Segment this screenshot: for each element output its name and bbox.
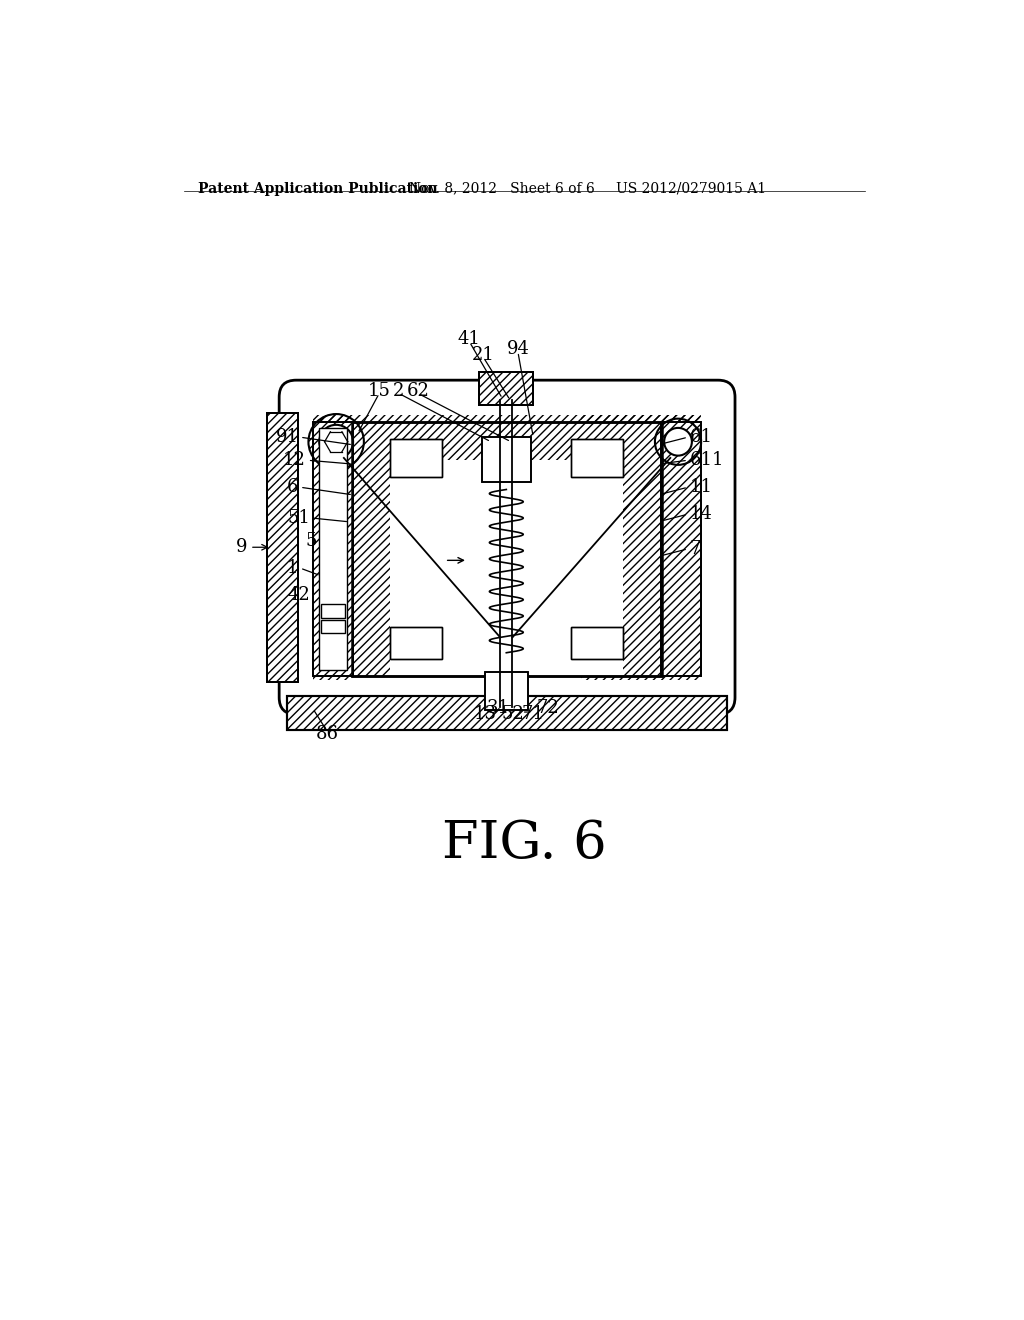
Bar <box>390 627 442 659</box>
Bar <box>390 438 442 478</box>
Text: Nov. 8, 2012   Sheet 6 of 6: Nov. 8, 2012 Sheet 6 of 6 <box>410 182 595 195</box>
Circle shape <box>665 428 692 455</box>
Bar <box>267 412 298 682</box>
Text: 61: 61 <box>689 428 713 446</box>
Text: 71: 71 <box>521 705 544 723</box>
Bar <box>662 422 701 676</box>
Bar <box>267 412 298 682</box>
Bar <box>313 414 701 462</box>
Text: Patent Application Publication: Patent Application Publication <box>199 182 438 195</box>
Text: 15: 15 <box>368 381 391 400</box>
Bar <box>571 627 624 659</box>
Bar <box>390 438 442 478</box>
Text: 31: 31 <box>486 700 509 717</box>
Text: 611: 611 <box>689 451 724 469</box>
Bar <box>351 422 662 676</box>
Bar <box>571 438 624 478</box>
Bar <box>481 437 531 482</box>
Text: 9: 9 <box>237 539 248 556</box>
Bar <box>390 627 442 659</box>
Bar <box>662 422 701 676</box>
Text: 5: 5 <box>305 532 316 550</box>
Bar <box>571 627 624 659</box>
Bar <box>390 627 442 659</box>
Bar <box>313 422 353 676</box>
Bar <box>287 696 727 730</box>
Bar <box>351 422 390 676</box>
Bar <box>624 422 662 676</box>
Text: 14: 14 <box>689 506 713 523</box>
Bar <box>581 414 700 681</box>
Bar <box>321 619 345 634</box>
Text: 11: 11 <box>689 478 713 496</box>
Bar <box>484 672 528 710</box>
Bar <box>390 438 442 478</box>
Bar <box>481 437 531 482</box>
Text: 94: 94 <box>507 341 529 358</box>
Bar <box>479 372 534 405</box>
Circle shape <box>319 425 353 459</box>
Bar <box>571 438 624 478</box>
Text: 86: 86 <box>316 726 339 743</box>
Text: 1: 1 <box>287 560 298 577</box>
Bar <box>571 627 624 659</box>
Text: 7: 7 <box>689 540 701 558</box>
Text: 12: 12 <box>284 451 306 469</box>
Bar <box>313 422 353 676</box>
Text: 42: 42 <box>287 586 310 605</box>
Text: 13: 13 <box>473 705 497 723</box>
Bar <box>662 422 701 676</box>
Bar <box>287 696 727 730</box>
Bar <box>484 672 528 710</box>
Bar <box>313 422 353 676</box>
Bar <box>479 372 534 405</box>
Text: 52: 52 <box>501 705 524 723</box>
Bar <box>351 422 662 676</box>
Text: 41: 41 <box>458 330 481 348</box>
Text: 6: 6 <box>287 478 298 496</box>
Bar <box>321 605 345 618</box>
Bar <box>484 672 528 710</box>
Text: US 2012/0279015 A1: US 2012/0279015 A1 <box>615 182 766 195</box>
Text: 2: 2 <box>393 381 404 400</box>
Text: 91: 91 <box>275 428 298 446</box>
FancyBboxPatch shape <box>280 380 735 714</box>
Bar <box>390 422 624 461</box>
Bar <box>481 437 531 482</box>
Text: FIG. 6: FIG. 6 <box>442 818 607 869</box>
Bar <box>319 428 347 669</box>
Text: 72: 72 <box>537 700 559 717</box>
Bar <box>267 412 298 682</box>
Text: 62: 62 <box>407 381 429 400</box>
Text: 21: 21 <box>472 346 495 364</box>
Bar <box>313 480 351 681</box>
FancyBboxPatch shape <box>280 380 735 714</box>
Text: 51: 51 <box>287 510 310 527</box>
Bar <box>287 696 727 730</box>
Bar <box>571 438 624 478</box>
Bar <box>479 372 534 405</box>
